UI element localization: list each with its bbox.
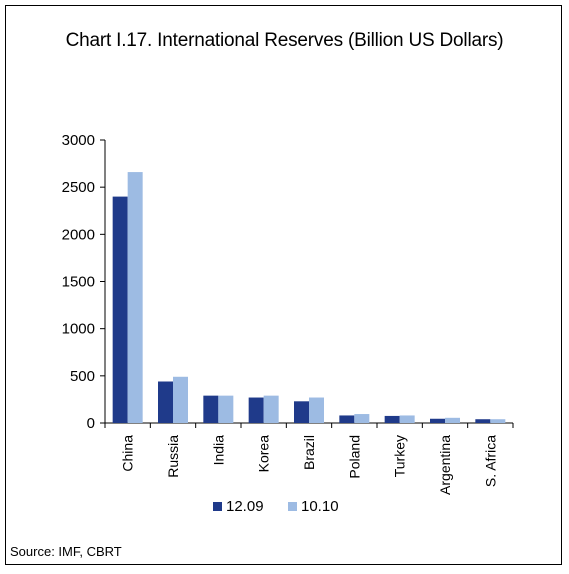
bar-12.09-S. Africa [475, 419, 491, 423]
labels: 0 500 1000 1500 2000 2500 3000 China Russia India… [62, 132, 499, 495]
bar-12.09-Turkey [384, 415, 400, 423]
legend-label: 10.10 [301, 498, 339, 515]
bar-12.09-Korea [248, 397, 264, 423]
y-tick-label: 2000 [62, 226, 95, 243]
chart-frame [5, 5, 562, 565]
bar-10.10-India [218, 395, 234, 423]
bar-10.10-Argentina [445, 417, 460, 423]
bar-10.10-Brazil [309, 397, 324, 423]
legend-label: 12.09 [226, 498, 264, 515]
y-tick-label: 3000 [62, 132, 95, 149]
y-tick-label: 0 [87, 415, 95, 432]
y-tick-label: 1500 [62, 274, 95, 291]
bar-10.10-Russia [173, 376, 188, 423]
legend-swatch-10.10 [288, 502, 297, 511]
x-tick-label: Russia [165, 435, 181, 478]
x-tick-label: India [210, 435, 226, 466]
legend-swatch-12.09 [213, 502, 222, 511]
bar-10.10-Korea [263, 395, 279, 423]
x-tick-label: Turkey [392, 435, 408, 477]
bar-10.10-Poland [354, 414, 370, 423]
y-tick-label: 500 [70, 368, 95, 385]
x-tick-label: Brazil [301, 435, 317, 470]
bar-10.10-China [127, 172, 143, 423]
x-tick-label: Korea [256, 435, 272, 473]
bar-12.09-Russia [158, 381, 173, 423]
x-tick-label: Argentina [437, 435, 453, 495]
bar-10.10-Turkey [399, 415, 415, 423]
bar-12.09-Argentina [430, 418, 445, 423]
x-tick-label: S. Africa [482, 435, 498, 487]
y-tick-label: 2500 [62, 179, 95, 196]
bar-12.09-Poland [339, 415, 355, 423]
y-tick-label: 1000 [62, 321, 95, 338]
bar-12.09-China [112, 196, 128, 423]
legend: 12.09 10.10 [213, 498, 339, 515]
x-tick-label: Poland [346, 435, 362, 479]
bar-10.10-S. Africa [490, 419, 506, 423]
chart-title: Chart I.17. International Reserves (Bill… [65, 30, 504, 51]
bar-12.09-India [203, 395, 219, 423]
bars [112, 172, 506, 423]
source-note: Source: IMF, CBRT [10, 544, 122, 559]
x-tick-label: China [120, 435, 136, 472]
bar-12.09-Brazil [294, 401, 309, 423]
